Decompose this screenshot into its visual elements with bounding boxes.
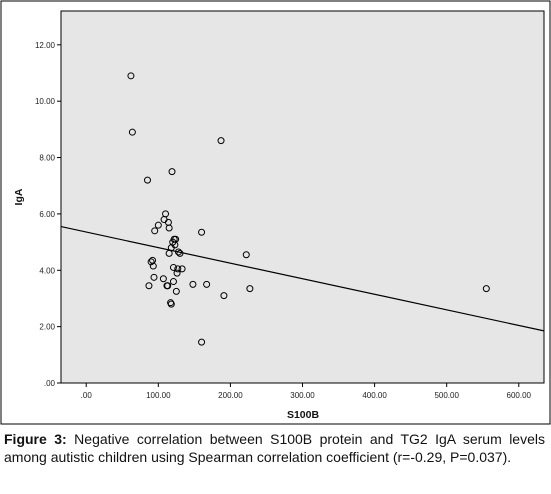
- x-tick-label: 200.00: [218, 391, 243, 400]
- y-tick-label: .00: [44, 379, 56, 388]
- data-point: [149, 262, 157, 270]
- data-point: [175, 248, 183, 256]
- x-tick-label: 100.00: [146, 391, 171, 400]
- y-tick-label: 4.00: [39, 266, 55, 275]
- data-point: [172, 235, 180, 243]
- y-axis-title: IgA: [13, 188, 25, 205]
- data-point: [151, 227, 159, 235]
- data-point: [173, 269, 181, 277]
- plot-area: [60, 10, 545, 384]
- data-point: [145, 282, 153, 290]
- scatter-chart: .00 2.00 4.00 6.00 8.00 10.00 12.00 .00 100.00 2…: [0, 0, 551, 425]
- data-point: [127, 72, 135, 80]
- data-point: [169, 278, 177, 286]
- figure-caption: Figure 3: Negative correlation between S…: [4, 430, 545, 466]
- data-point: [150, 273, 158, 281]
- data-point: [167, 300, 175, 308]
- data-point: [482, 285, 490, 293]
- x-axis-title: S100B: [287, 409, 320, 421]
- data-point: [154, 221, 162, 229]
- y-axis: .00 2.00 4.00 6.00 8.00 10.00 12.00: [35, 41, 61, 388]
- data-point: [147, 258, 155, 266]
- x-axis: .00 100.00 200.00 300.00 400.00 500.00 600.00: [81, 383, 532, 400]
- data-point: [165, 224, 173, 232]
- y-tick-label: 10.00: [35, 97, 56, 106]
- data-point: [172, 287, 180, 295]
- data-point: [217, 137, 225, 145]
- x-tick-label: .00: [81, 391, 93, 400]
- regression-line: [60, 226, 545, 332]
- data-point: [169, 263, 177, 271]
- x-tick-label: 600.00: [507, 391, 532, 400]
- fit-line-layer: [60, 226, 545, 332]
- data-point: [164, 282, 172, 290]
- x-tick-label: 500.00: [434, 391, 459, 400]
- data-point: [178, 265, 186, 273]
- y-tick-label: 8.00: [39, 154, 55, 163]
- caption-text: Negative correlation between S100B prote…: [4, 431, 545, 465]
- data-point: [176, 249, 184, 257]
- data-point: [174, 265, 182, 273]
- data-points: [127, 72, 490, 346]
- y-tick-label: 12.00: [35, 41, 56, 50]
- data-point: [159, 275, 167, 283]
- y-tick-label: 6.00: [39, 210, 55, 219]
- data-point: [128, 128, 136, 136]
- chart-svg: .00 2.00 4.00 6.00 8.00 10.00 12.00 .00 100.00 2…: [0, 0, 551, 425]
- data-point: [203, 280, 211, 288]
- y-tick-label: 2.00: [39, 323, 55, 332]
- data-point: [242, 251, 250, 259]
- data-point: [168, 168, 176, 176]
- data-point: [220, 292, 228, 300]
- figure-label: Figure 3:: [4, 431, 67, 447]
- data-point: [144, 176, 152, 184]
- x-tick-label: 300.00: [290, 391, 315, 400]
- data-point: [246, 285, 254, 293]
- x-tick-label: 400.00: [362, 391, 387, 400]
- data-point: [198, 338, 206, 346]
- data-point: [198, 228, 206, 236]
- data-point: [162, 210, 170, 218]
- data-point: [189, 280, 197, 288]
